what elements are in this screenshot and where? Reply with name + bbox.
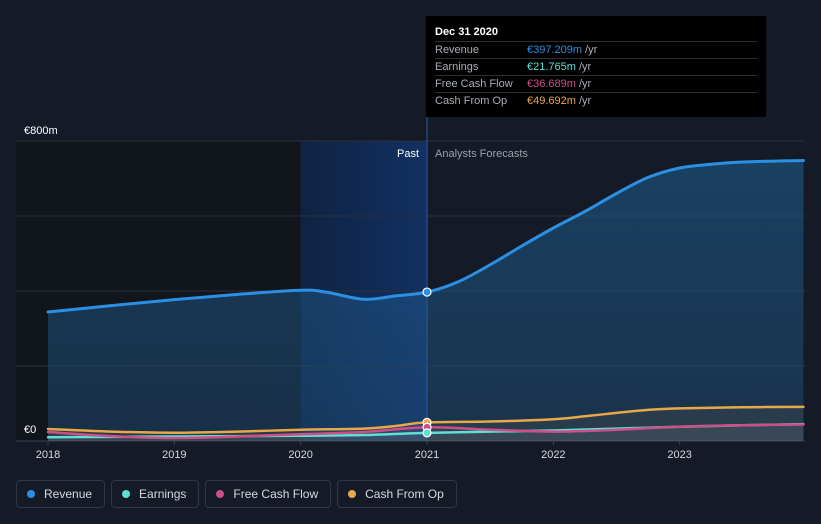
- earnings-point[interactable]: [422, 428, 432, 438]
- tooltip-row-value: €397.209m: [527, 44, 583, 56]
- legend-dot-icon: [122, 490, 131, 498]
- data-tooltip: Dec 31 2020 Revenue €397.209m/yr Earnings €…: [426, 16, 766, 117]
- tooltip-row: Free Cash Flow €36.689m/yr: [435, 75, 757, 92]
- chart-legend: Revenue Earnings Free Cash Flow Cash From O…: [16, 480, 457, 508]
- x-tick-label: 2021: [415, 449, 439, 461]
- tooltip-date: Dec 31 2020: [435, 26, 498, 38]
- legend-item-free-cash-flow[interactable]: Free Cash Flow: [205, 480, 332, 508]
- revenue-point[interactable]: [422, 287, 432, 297]
- legend-label: Earnings: [139, 487, 187, 501]
- tooltip-row: Earnings €21.765m/yr: [435, 58, 757, 75]
- x-tick-label: 2020: [288, 449, 312, 461]
- legend-label: Revenue: [44, 487, 93, 501]
- x-tick-label: 2019: [162, 449, 186, 461]
- legend-item-revenue[interactable]: Revenue: [16, 480, 106, 508]
- cash-from-op-line: [46, 405, 805, 435]
- tooltip-row-label: Revenue: [435, 44, 480, 56]
- legend-item-earnings[interactable]: Earnings: [111, 480, 200, 508]
- x-tick-label: 2023: [667, 449, 691, 461]
- past-label: Past: [397, 148, 419, 160]
- revenue-area: [48, 160, 804, 441]
- forecast-label: Analysts Forecasts: [435, 148, 528, 160]
- legend-item-cash-from-op[interactable]: Cash From Op: [337, 480, 457, 508]
- tooltip-row-unit: /yr: [578, 78, 592, 90]
- tooltip-row-label: Cash From Op: [435, 95, 508, 107]
- tooltip-row-value: €49.692m: [527, 95, 576, 107]
- legend-label: Free Cash Flow: [233, 487, 319, 501]
- legend-dot-icon: [216, 490, 225, 498]
- tooltip-row: Revenue €397.209m/yr: [435, 41, 757, 58]
- y-axis-top-label: €800m: [24, 125, 58, 137]
- tooltip-row-label: Free Cash Flow: [435, 78, 513, 90]
- y-axis-bottom-label: €0: [24, 424, 36, 436]
- tooltip-row: Cash From Op €49.692m/yr: [435, 92, 757, 109]
- tooltip-row-value: €36.689m: [527, 78, 576, 90]
- x-axis-ticks: 2018 2019 2020 2021 2022 2023: [36, 441, 692, 461]
- x-tick-label: 2022: [541, 449, 565, 461]
- legend-dot-icon: [27, 490, 35, 498]
- highlight-points: [422, 287, 432, 438]
- revenue-line: [46, 159, 805, 314]
- tooltip-row-label: Earnings: [435, 61, 479, 73]
- tooltip-row-unit: /yr: [585, 44, 598, 56]
- x-tick-label: 2018: [36, 449, 60, 461]
- tooltip-row-unit: /yr: [578, 61, 592, 73]
- legend-label: Cash From Op: [365, 487, 444, 501]
- tooltip-row-unit: /yr: [578, 95, 592, 107]
- tooltip-rows: Revenue €397.209m/yr Earnings €21.765m/yr Fr…: [435, 41, 757, 109]
- tooltip-row-value: €21.765m: [527, 61, 576, 73]
- legend-dot-icon: [348, 490, 357, 498]
